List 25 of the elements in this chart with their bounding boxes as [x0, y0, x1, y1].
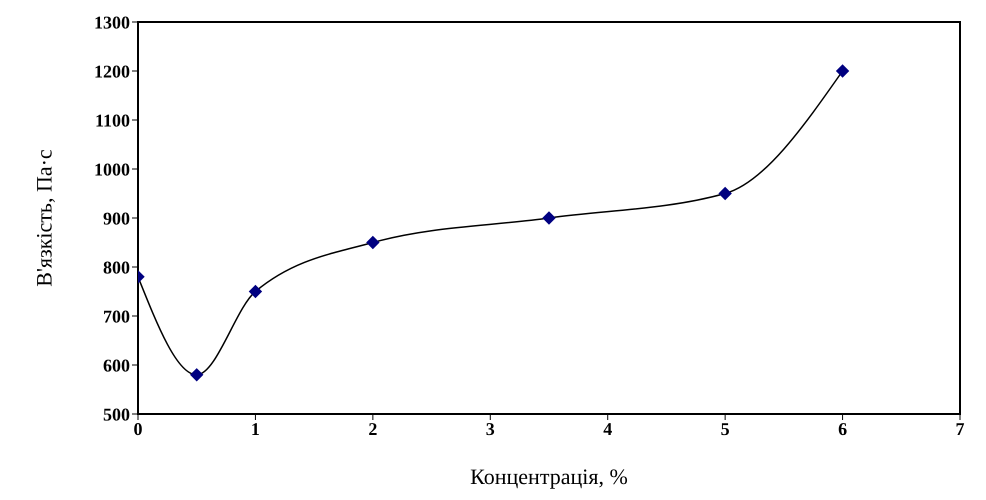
- point: [190, 368, 204, 382]
- x-tick-label: 7: [956, 418, 964, 439]
- x-axis-title: Концентрація, %: [470, 464, 628, 489]
- y-axis-title: В'язкість, Па·с: [32, 149, 56, 287]
- y-tick-label: 1100: [94, 110, 130, 130]
- point: [366, 236, 380, 249]
- y-tick-label: 1200: [94, 61, 130, 82]
- x-tick-label: 2: [368, 418, 378, 439]
- x-tick-label: 1: [250, 418, 260, 439]
- y-tick-label: 800: [103, 257, 130, 278]
- x-tick-label: 0: [134, 418, 142, 439]
- y-tick-label: 900: [103, 208, 130, 228]
- x-tick-label: 3: [486, 418, 495, 439]
- point: [718, 187, 732, 200]
- point: [542, 212, 556, 224]
- point: [836, 64, 850, 78]
- y-tick-label: 700: [103, 306, 130, 326]
- point: [248, 285, 262, 298]
- x-tick-label: 4: [603, 418, 612, 439]
- x-tick-label: 6: [838, 418, 848, 439]
- y-tick-label: 1300: [94, 12, 130, 32]
- y-tick-label: 1000: [94, 159, 130, 180]
- x-tick-label: 5: [720, 418, 730, 439]
- y-tick-label: 600: [103, 355, 130, 376]
- y-tick-label: 500: [103, 404, 130, 424]
